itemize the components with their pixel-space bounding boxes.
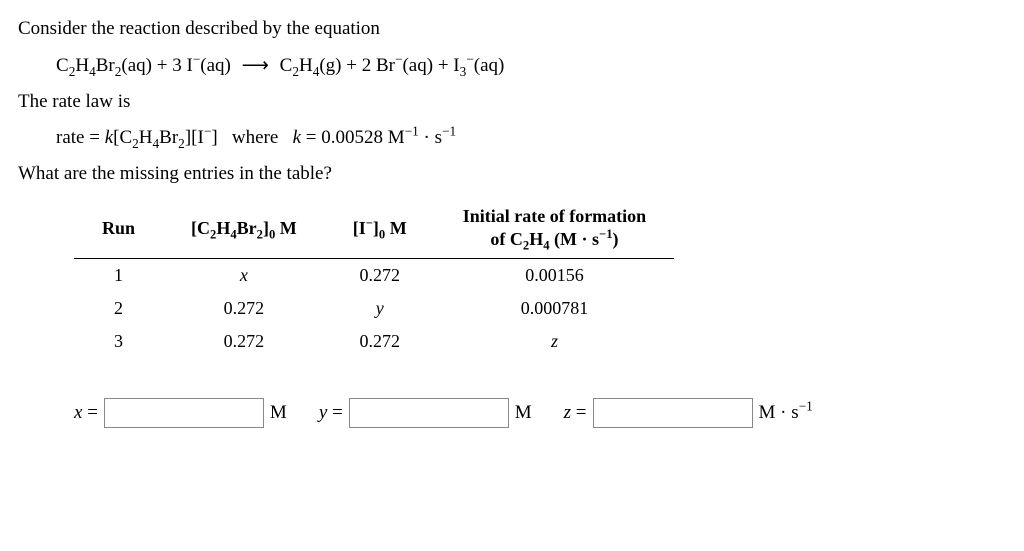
y-unit: M — [515, 402, 532, 424]
cell-i: 0.272 — [325, 258, 435, 292]
intro-text: Consider the reaction described by the e… — [18, 18, 1006, 40]
cell-c: x — [163, 258, 325, 292]
table-row: 3 0.272 0.272 z — [74, 325, 674, 358]
col-run: Run — [74, 199, 163, 258]
cell-c: 0.272 — [163, 325, 325, 358]
cell-rate: z — [435, 325, 674, 358]
table-row: 2 0.272 y 0.000781 — [74, 292, 674, 325]
cell-rate: 0.00156 — [435, 258, 674, 292]
z-label: z = — [564, 402, 587, 424]
y-label: y = — [319, 402, 343, 424]
data-table: Run [C2H4Br2]0 M [I−]0 M Initial rate of… — [74, 199, 674, 358]
cell-rate: 0.000781 — [435, 292, 674, 325]
cell-c: 0.272 — [163, 292, 325, 325]
cell-run: 3 — [74, 325, 163, 358]
cell-run: 2 — [74, 292, 163, 325]
cell-run: 1 — [74, 258, 163, 292]
reaction-equation: C2H4Br2(aq) + 3 I−(aq) ⟶ C2H4(g) + 2 Br−… — [56, 54, 1006, 77]
x-unit: M — [270, 402, 287, 424]
cell-i: y — [325, 292, 435, 325]
question-text: What are the missing entries in the tabl… — [18, 163, 1006, 185]
x-label: x = — [74, 402, 98, 424]
col-iodide: [I−]0 M — [325, 199, 435, 258]
col-c2h4br2: [C2H4Br2]0 M — [163, 199, 325, 258]
x-input[interactable] — [104, 398, 264, 428]
y-input[interactable] — [349, 398, 509, 428]
ratelaw-intro: The rate law is — [18, 91, 1006, 113]
cell-i: 0.272 — [325, 325, 435, 358]
ratelaw-equation: rate = k[C2H4Br2][I−] where k = 0.00528 … — [56, 127, 1006, 149]
answer-row: x = M y = M z = M · s−1 — [74, 398, 1006, 428]
col-rate: Initial rate of formationof C2H4 (M · s−… — [435, 199, 674, 258]
z-unit: M · s−1 — [759, 402, 813, 424]
z-input[interactable] — [593, 398, 753, 428]
table-row: 1 x 0.272 0.00156 — [74, 258, 674, 292]
